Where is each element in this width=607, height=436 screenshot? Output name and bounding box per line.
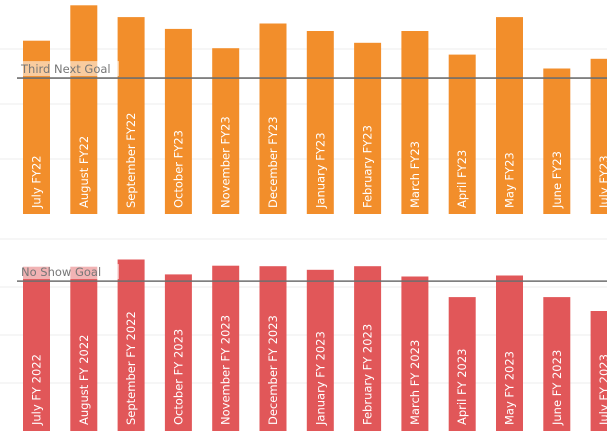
chart-panel-2: No Show Goal July FY 2022 August FY 2022 Se… — [0, 238, 607, 431]
bar-11 — [496, 275, 523, 431]
category-label-12: June FY 2023 — [550, 350, 564, 426]
category-label-13: July FY 2023 — [597, 354, 607, 426]
bar-3 — [117, 17, 145, 214]
goal-label: No Show Goal — [21, 265, 101, 279]
category-label-4: October FY23 — [171, 130, 185, 208]
bar-13 — [590, 311, 607, 431]
category-label-5: November FY 2023 — [219, 315, 233, 425]
bar-5 — [212, 48, 240, 215]
category-label-7: January FY 2023 — [313, 331, 327, 426]
category-label-6: December FY 2023 — [266, 315, 280, 425]
category-label-3: September FY 2022 — [124, 311, 138, 425]
goal-label-bg — [19, 264, 119, 280]
bar-9 — [401, 276, 429, 431]
category-label-10: April FY23 — [455, 150, 469, 208]
bar-8 — [354, 42, 382, 214]
category-label-10: April FY 2023 — [455, 348, 469, 425]
category-label-11: May FY 2023 — [503, 351, 517, 425]
category-label-6: December FY23 — [266, 116, 280, 208]
category-label-11: May FY23 — [503, 152, 517, 208]
category-label-1: July FY 2022 — [30, 354, 44, 426]
category-label-9: March FY 2023 — [408, 340, 422, 425]
category-label-5: November FY23 — [219, 116, 233, 208]
bar-2 — [70, 5, 98, 214]
bar-13 — [590, 58, 607, 214]
category-label-3: September FY22 — [124, 113, 138, 209]
bar-4 — [164, 274, 192, 431]
category-label-2: August FY 2022 — [77, 335, 91, 425]
category-label-4: October FY 2023 — [171, 329, 185, 425]
category-label-13: July FY23 — [597, 155, 607, 209]
bar-6 — [259, 23, 287, 214]
bar-2 — [70, 266, 98, 431]
bar-5 — [212, 265, 240, 431]
bar-3 — [117, 259, 145, 431]
goal-label-bg — [19, 61, 119, 77]
category-label-12: June FY23 — [550, 151, 564, 209]
bar-10 — [448, 54, 476, 214]
bar-7 — [306, 269, 334, 431]
bar-9 — [401, 31, 429, 214]
category-label-1: July FY22 — [30, 155, 44, 209]
bar-12 — [543, 68, 571, 214]
bar-8 — [354, 266, 382, 431]
bar-10 — [448, 297, 476, 431]
bar-7 — [306, 31, 334, 214]
bar-12 — [543, 297, 571, 431]
category-label-2: August FY22 — [77, 136, 91, 208]
bar-6 — [259, 266, 287, 431]
category-label-8: February FY23 — [361, 125, 375, 208]
bar-4 — [164, 28, 192, 215]
category-label-7: January FY23 — [313, 132, 327, 209]
bar-1 — [23, 266, 50, 431]
category-label-8: February FY 2023 — [361, 324, 375, 425]
category-label-9: March FY23 — [408, 141, 422, 208]
bar-11 — [496, 17, 523, 214]
chart-panel-1: Third Next Goal July FY22 August FY22 Septe… — [0, 5, 607, 215]
goal-label: Third Next Goal — [20, 62, 111, 76]
